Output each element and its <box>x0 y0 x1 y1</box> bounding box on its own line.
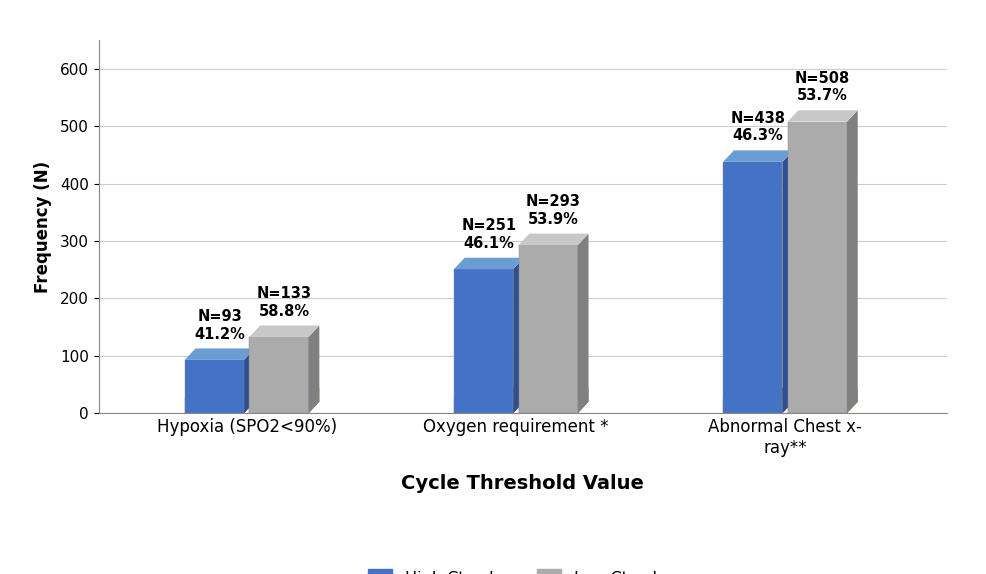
Bar <box>519 245 578 413</box>
Polygon shape <box>723 150 793 162</box>
Bar <box>184 360 244 413</box>
Text: N=133
58.8%: N=133 58.8% <box>256 286 312 319</box>
Polygon shape <box>184 387 254 399</box>
Polygon shape <box>309 387 319 413</box>
Polygon shape <box>519 387 589 399</box>
Bar <box>184 399 244 413</box>
Bar <box>723 162 782 413</box>
Polygon shape <box>578 387 589 413</box>
Polygon shape <box>513 258 524 413</box>
Text: N=438
46.3%: N=438 46.3% <box>731 111 786 144</box>
Polygon shape <box>723 387 793 399</box>
Polygon shape <box>454 387 524 399</box>
X-axis label: Cycle Threshold Value: Cycle Threshold Value <box>401 474 644 492</box>
Polygon shape <box>309 325 319 413</box>
Polygon shape <box>782 150 793 413</box>
Bar <box>723 399 782 413</box>
Polygon shape <box>788 110 858 122</box>
Bar <box>454 399 513 413</box>
Polygon shape <box>244 387 254 413</box>
Bar <box>249 337 309 413</box>
Polygon shape <box>788 387 858 399</box>
Bar <box>519 399 578 413</box>
Polygon shape <box>782 387 793 413</box>
Polygon shape <box>249 387 319 399</box>
Polygon shape <box>184 348 254 360</box>
Y-axis label: Frequency (N): Frequency (N) <box>34 161 51 293</box>
Polygon shape <box>249 325 319 337</box>
Polygon shape <box>454 258 524 269</box>
Text: N=93
41.2%: N=93 41.2% <box>194 309 246 342</box>
Polygon shape <box>578 234 589 413</box>
Polygon shape <box>847 110 858 413</box>
Legend: High Ct value, Low Ct value: High Ct value, Low Ct value <box>362 563 683 574</box>
Text: N=293
53.9%: N=293 53.9% <box>527 195 581 227</box>
Polygon shape <box>519 234 589 245</box>
Text: N=508
53.7%: N=508 53.7% <box>795 71 850 103</box>
Bar <box>454 269 513 413</box>
Text: N=251
46.1%: N=251 46.1% <box>461 219 517 251</box>
Polygon shape <box>244 348 254 413</box>
Polygon shape <box>847 387 858 413</box>
Bar <box>249 399 309 413</box>
Polygon shape <box>513 387 524 413</box>
Bar <box>788 399 847 413</box>
Bar <box>788 122 847 413</box>
